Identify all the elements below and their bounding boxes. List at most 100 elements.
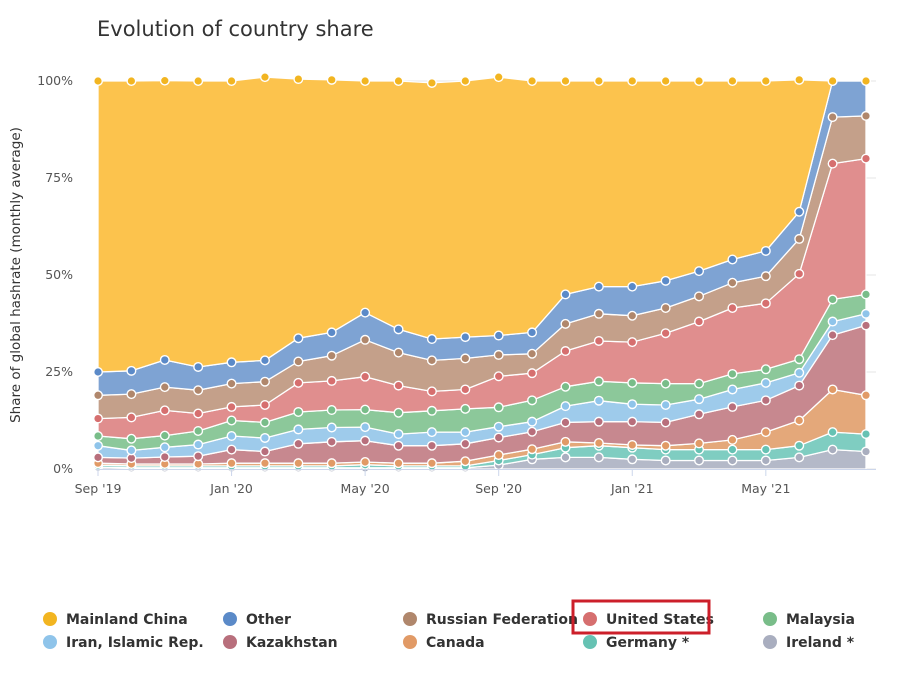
- point-united-states[interactable]: [628, 338, 637, 347]
- point-canada[interactable]: [528, 445, 537, 454]
- point-iran-islamic-rep[interactable]: [394, 430, 403, 439]
- point-canada[interactable]: [862, 391, 871, 400]
- point-canada[interactable]: [561, 438, 570, 447]
- legend-item-iran-islamic-rep[interactable]: Iran, Islamic Rep.: [43, 635, 204, 651]
- legend-item-kazakhstan[interactable]: Kazakhstan: [223, 635, 338, 651]
- point-canada[interactable]: [628, 441, 637, 450]
- point-united-states[interactable]: [461, 385, 470, 394]
- point-iran-islamic-rep[interactable]: [194, 440, 203, 449]
- point-other[interactable]: [194, 363, 203, 372]
- point-kazakhstan[interactable]: [261, 447, 270, 456]
- point-united-states[interactable]: [595, 337, 604, 346]
- point-kazakhstan[interactable]: [294, 439, 303, 448]
- point-malaysia[interactable]: [628, 379, 637, 388]
- point-malaysia[interactable]: [227, 416, 236, 425]
- point-iran-islamic-rep[interactable]: [695, 395, 704, 404]
- point-united-states[interactable]: [127, 413, 136, 422]
- point-kazakhstan[interactable]: [595, 417, 604, 426]
- point-iran-islamic-rep[interactable]: [728, 385, 737, 394]
- point-malaysia[interactable]: [728, 370, 737, 379]
- point-united-states[interactable]: [261, 401, 270, 410]
- point-kazakhstan[interactable]: [528, 427, 537, 436]
- point-mainland-china[interactable]: [661, 77, 670, 86]
- point-kazakhstan[interactable]: [394, 441, 403, 450]
- point-ireland[interactable]: [828, 445, 837, 454]
- point-united-states[interactable]: [862, 154, 871, 163]
- legend-item-malaysia[interactable]: Malaysia: [763, 612, 855, 628]
- point-united-states[interactable]: [561, 347, 570, 356]
- point-germany[interactable]: [862, 430, 871, 439]
- point-mainland-china[interactable]: [595, 77, 604, 86]
- point-mainland-china[interactable]: [628, 77, 637, 86]
- point-germany[interactable]: [795, 441, 804, 450]
- point-other[interactable]: [227, 358, 236, 367]
- point-russian-federation[interactable]: [828, 113, 837, 122]
- point-iran-islamic-rep[interactable]: [661, 401, 670, 410]
- point-other[interactable]: [561, 290, 570, 299]
- point-other[interactable]: [695, 267, 704, 276]
- point-russian-federation[interactable]: [728, 278, 737, 287]
- point-iran-islamic-rep[interactable]: [628, 400, 637, 409]
- point-united-states[interactable]: [94, 414, 103, 423]
- point-united-states[interactable]: [762, 299, 771, 308]
- point-mainland-china[interactable]: [394, 77, 403, 86]
- point-malaysia[interactable]: [327, 406, 336, 415]
- point-united-states[interactable]: [394, 381, 403, 390]
- point-kazakhstan[interactable]: [361, 436, 370, 445]
- point-iran-islamic-rep[interactable]: [528, 417, 537, 426]
- point-other[interactable]: [595, 282, 604, 291]
- point-russian-federation[interactable]: [862, 112, 871, 121]
- point-canada[interactable]: [428, 459, 437, 468]
- point-other[interactable]: [428, 335, 437, 344]
- point-mainland-china[interactable]: [194, 77, 203, 86]
- point-malaysia[interactable]: [795, 355, 804, 364]
- point-russian-federation[interactable]: [428, 356, 437, 365]
- point-russian-federation[interactable]: [94, 391, 103, 400]
- point-iran-islamic-rep[interactable]: [762, 379, 771, 388]
- point-malaysia[interactable]: [695, 379, 704, 388]
- point-malaysia[interactable]: [394, 408, 403, 417]
- point-russian-federation[interactable]: [227, 379, 236, 388]
- point-malaysia[interactable]: [94, 432, 103, 441]
- point-canada[interactable]: [494, 451, 503, 460]
- point-other[interactable]: [127, 367, 136, 376]
- point-kazakhstan[interactable]: [461, 439, 470, 448]
- point-ireland[interactable]: [862, 447, 871, 456]
- point-other[interactable]: [494, 331, 503, 340]
- point-other[interactable]: [762, 247, 771, 256]
- point-united-states[interactable]: [828, 159, 837, 168]
- point-russian-federation[interactable]: [595, 310, 604, 319]
- point-canada[interactable]: [461, 457, 470, 466]
- point-russian-federation[interactable]: [494, 351, 503, 360]
- point-other[interactable]: [628, 282, 637, 291]
- point-russian-federation[interactable]: [661, 304, 670, 313]
- point-other[interactable]: [94, 368, 103, 377]
- point-other[interactable]: [394, 325, 403, 334]
- point-united-states[interactable]: [327, 377, 336, 386]
- point-canada[interactable]: [394, 459, 403, 468]
- point-russian-federation[interactable]: [762, 272, 771, 281]
- point-russian-federation[interactable]: [461, 354, 470, 363]
- point-iran-islamic-rep[interactable]: [795, 368, 804, 377]
- point-malaysia[interactable]: [561, 382, 570, 391]
- point-iran-islamic-rep[interactable]: [127, 446, 136, 455]
- point-iran-islamic-rep[interactable]: [862, 310, 871, 319]
- point-mainland-china[interactable]: [561, 77, 570, 86]
- point-iran-islamic-rep[interactable]: [828, 317, 837, 326]
- point-iran-islamic-rep[interactable]: [561, 402, 570, 411]
- point-malaysia[interactable]: [862, 290, 871, 299]
- point-malaysia[interactable]: [428, 407, 437, 416]
- point-other[interactable]: [528, 328, 537, 337]
- point-iran-islamic-rep[interactable]: [94, 441, 103, 450]
- legend-item-united-states[interactable]: United States: [573, 601, 714, 633]
- point-united-states[interactable]: [528, 369, 537, 378]
- point-mainland-china[interactable]: [294, 75, 303, 84]
- point-malaysia[interactable]: [762, 365, 771, 374]
- point-russian-federation[interactable]: [194, 386, 203, 395]
- point-kazakhstan[interactable]: [695, 410, 704, 419]
- point-iran-islamic-rep[interactable]: [461, 428, 470, 437]
- point-canada[interactable]: [261, 459, 270, 468]
- legend-item-russian-federation[interactable]: Russian Federation: [403, 612, 578, 628]
- point-united-states[interactable]: [428, 387, 437, 396]
- point-other[interactable]: [728, 255, 737, 264]
